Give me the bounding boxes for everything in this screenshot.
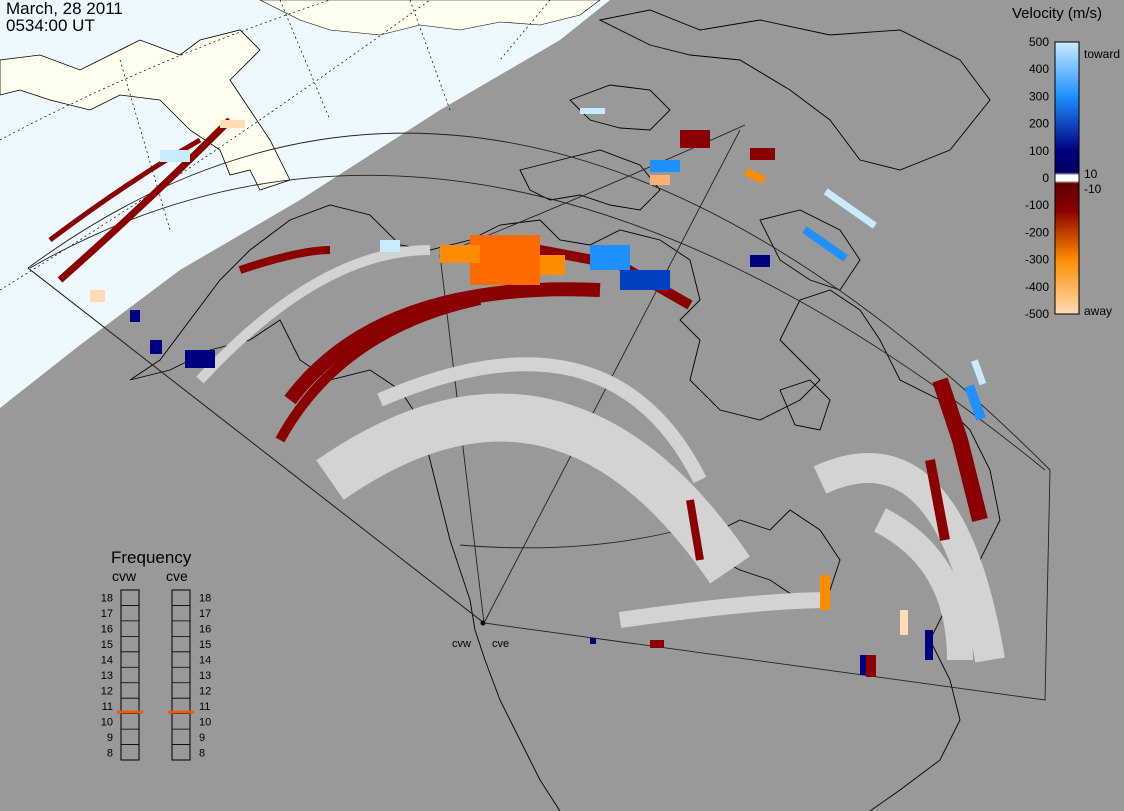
date-label: March, 28 2011 [6, 0, 123, 18]
velocity-minus10-label: -10 [1084, 182, 1102, 196]
velocity-tick-label: 300 [1029, 89, 1049, 103]
radar-label-cvw: cvw [452, 638, 471, 650]
velocity-tick-label: -300 [1025, 253, 1049, 267]
frequency-label: 11 [102, 701, 113, 713]
velocity-tick-label: 100 [1029, 144, 1049, 158]
frequency-label: 17 [101, 608, 113, 620]
velocity-tick-label: -500 [1025, 307, 1049, 321]
radar-site-cvw [480, 620, 486, 626]
frequency-label: 13 [199, 670, 211, 682]
frequency-grid [121, 605, 190, 745]
daylight-land-north [259, 0, 601, 36]
frequency-label: 18 [101, 593, 113, 605]
velocity-tick-label: 200 [1029, 117, 1049, 131]
frequency-label: 15 [199, 639, 211, 651]
frequency-legend-title: Frequency [111, 548, 192, 567]
frequency-label: 11 [199, 701, 210, 713]
radar-label-cve: cve [492, 638, 509, 650]
frequency-label: 10 [199, 716, 211, 728]
frequency-labels-cvw: 18 17 16 15 14 13 12 11 10 9 8 [101, 593, 113, 760]
frequency-label: 9 [199, 732, 205, 744]
velocity-colorbar [1054, 41, 1080, 315]
velocity-tick-label: 400 [1029, 62, 1049, 76]
frequency-label: 9 [107, 732, 113, 744]
frequency-label: 10 [101, 716, 113, 728]
velocity-tick-label: -100 [1025, 198, 1049, 212]
frequency-label: 18 [199, 593, 211, 605]
frequency-bar-cvw [120, 589, 140, 761]
time-label: 0534:00 UT [6, 16, 95, 35]
frequency-bar-cve [171, 589, 191, 761]
frequency-radar-cvw: cvw [112, 568, 137, 584]
velocity-tick-label: -200 [1025, 225, 1049, 239]
velocity-away-label: away [1084, 304, 1112, 318]
velocity-tick-label: -400 [1025, 280, 1049, 294]
velocity-tick-label: 0 [1042, 171, 1049, 185]
velocity-echoes [48, 108, 988, 677]
frequency-label: 15 [101, 639, 113, 651]
frequency-label: 14 [199, 655, 211, 667]
frequency-label: 8 [107, 747, 113, 759]
velocity-tick-labels: 500 400 300 200 100 0 -100 -200 -300 -400 -500 [1025, 35, 1049, 321]
frequency-label: 8 [199, 747, 205, 759]
ground-scatter [196, 245, 1005, 663]
graticule [0, 0, 551, 291]
frequency-labels-cve: 18 17 16 15 14 13 12 11 10 9 8 [199, 593, 211, 760]
frequency-label: 13 [101, 670, 113, 682]
velocity-plus10-label: 10 [1084, 167, 1098, 181]
frequency-radar-cve: cve [166, 568, 188, 584]
velocity-toward-label: toward [1084, 47, 1120, 61]
frequency-label: 16 [101, 624, 113, 636]
frequency-label: 16 [199, 624, 211, 636]
frequency-label: 12 [199, 685, 211, 697]
frequency-label: 17 [199, 608, 211, 620]
frequency-label: 14 [101, 655, 113, 667]
velocity-tick-label: 500 [1029, 35, 1049, 49]
velocity-legend-title: Velocity (m/s) [1012, 5, 1103, 22]
daylight-region [0, 0, 610, 408]
frequency-label: 12 [101, 685, 113, 697]
